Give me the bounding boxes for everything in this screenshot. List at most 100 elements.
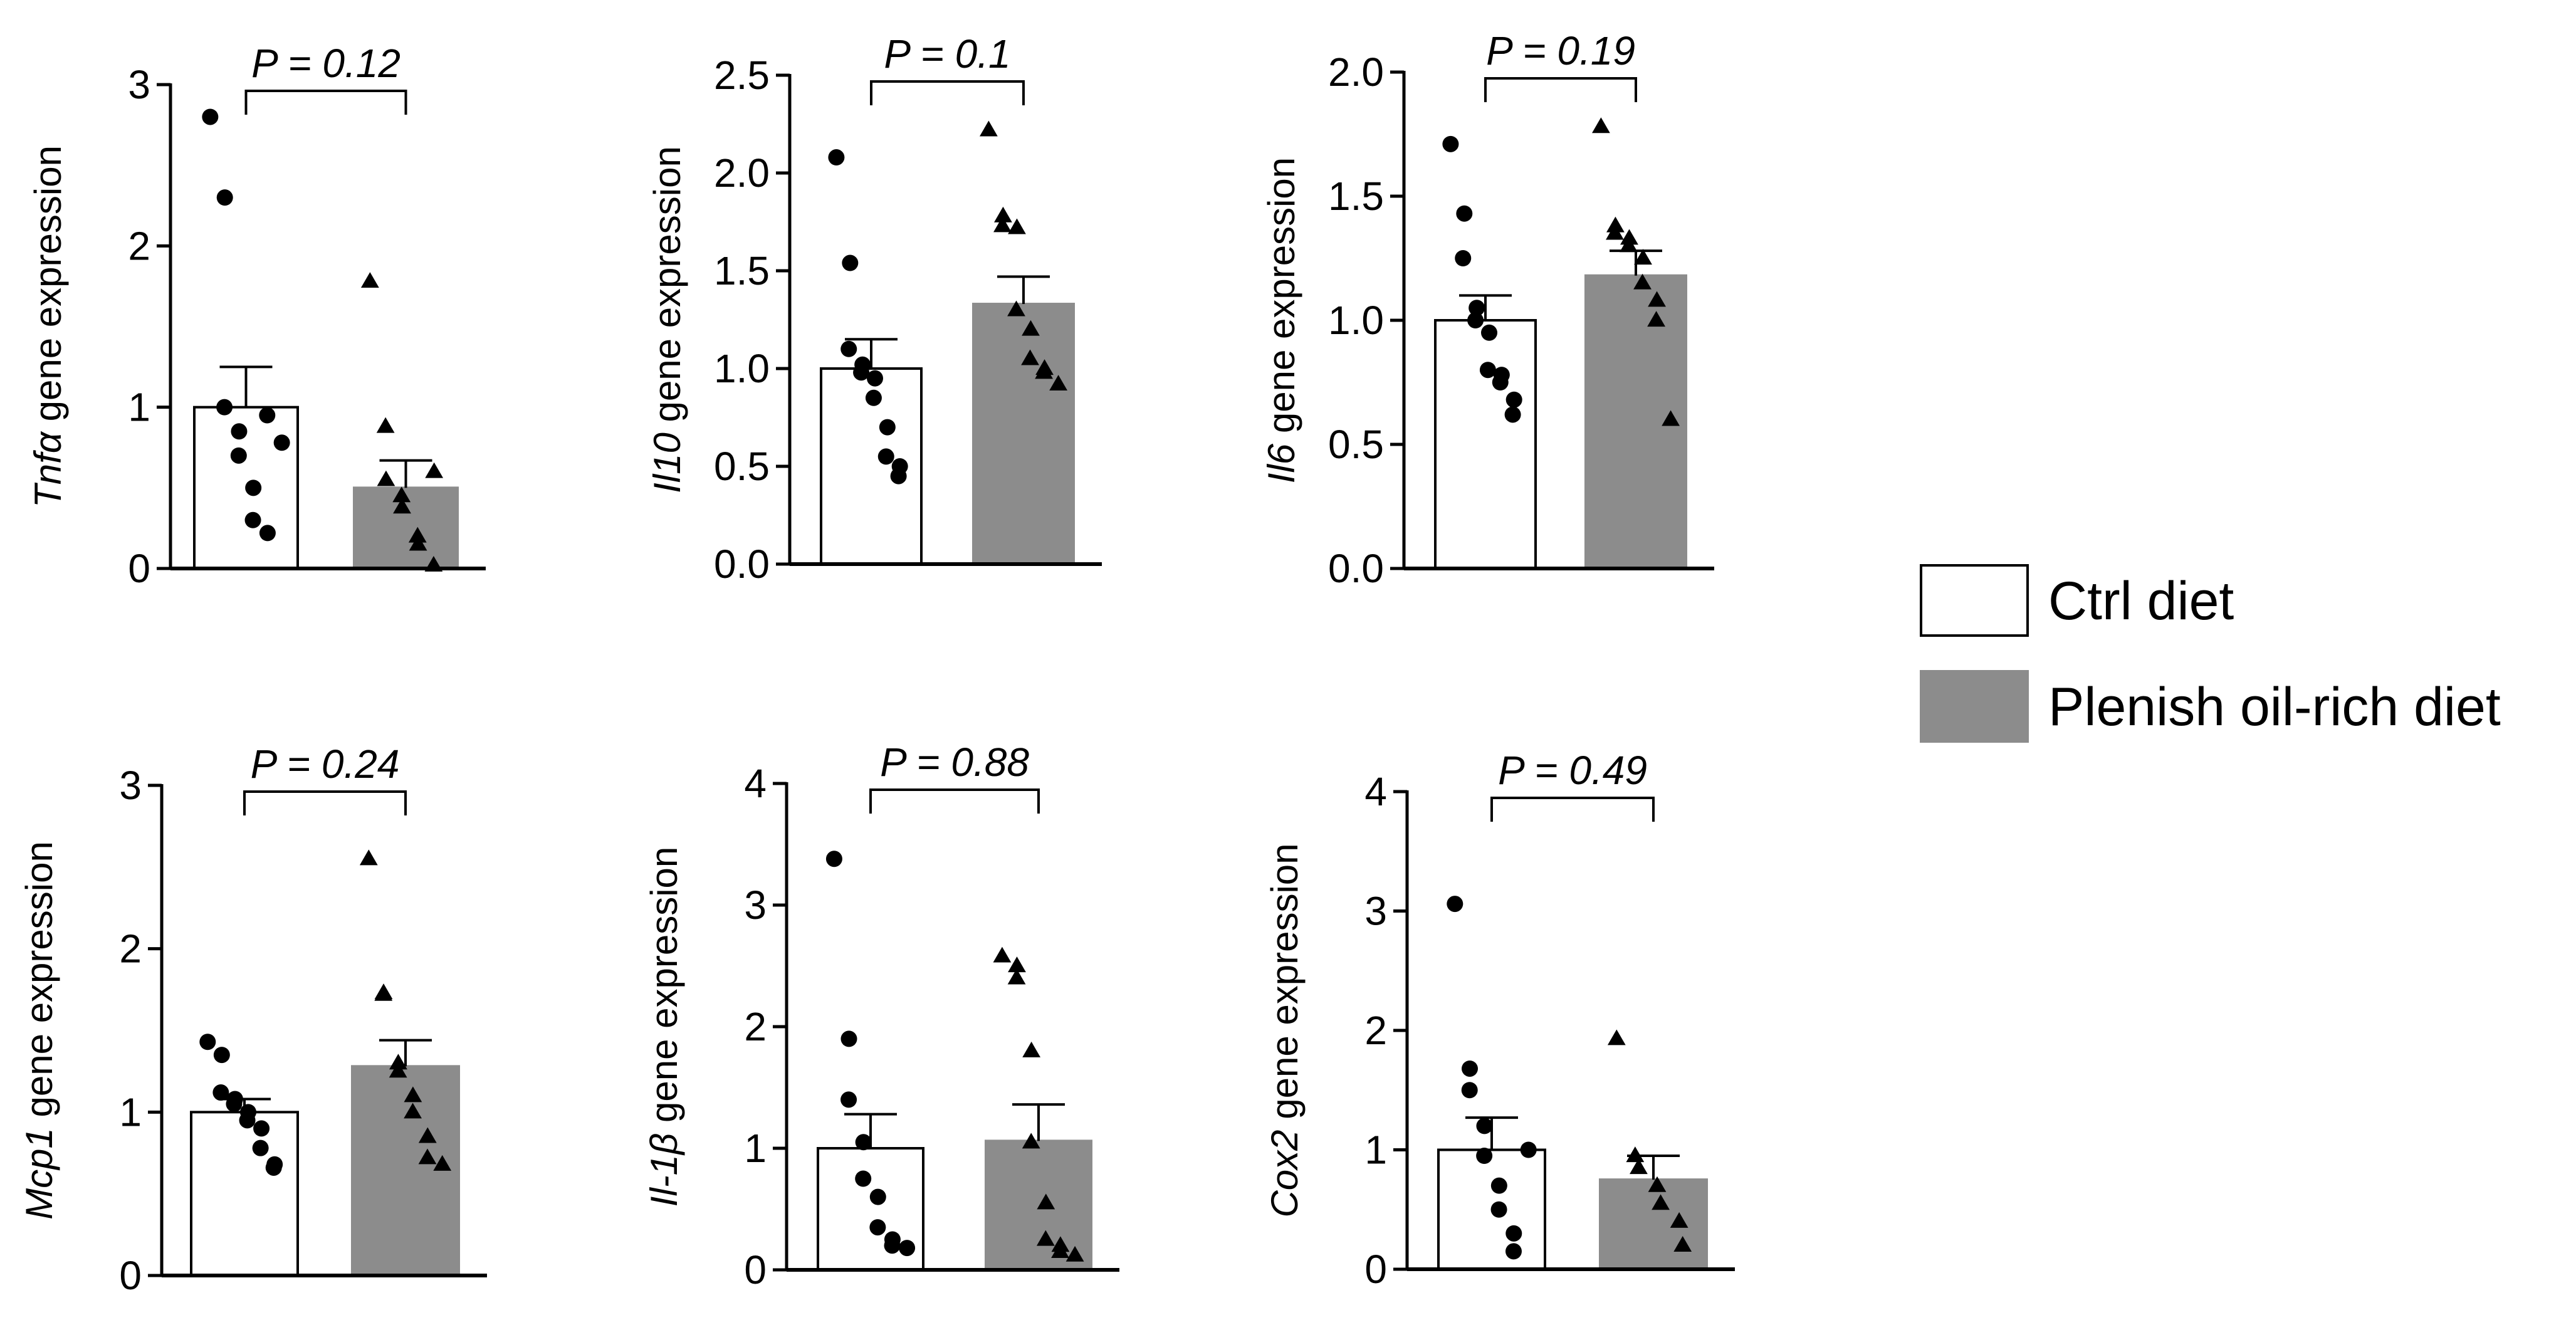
y-tick-label: 2.5 [714, 53, 770, 98]
y-tick-label: 0 [128, 546, 150, 591]
data-point-triangle [1620, 236, 1638, 253]
chart-panel-4: 0 1 2 3 P = 0.24 Mcp1 gene expression [18, 741, 487, 1298]
p-value-label: P = 0.12 [251, 41, 401, 86]
y-tick-label: 2.0 [714, 150, 770, 196]
y-axis-label: Mcp1 gene expression [18, 841, 60, 1220]
data-point-circle [855, 1134, 872, 1151]
y-tick-label: 3 [128, 62, 150, 107]
data-point-triangle [1008, 956, 1026, 973]
data-point-triangle [392, 486, 411, 503]
data-point-triangle [409, 535, 427, 551]
data-point-circle [840, 1091, 857, 1108]
y-tick-label: 0.0 [714, 542, 770, 587]
y-axis-label-gene: Tnfα [27, 431, 69, 508]
y-tick-label: 2 [744, 1004, 767, 1049]
data-point-circle [226, 1096, 243, 1113]
data-point-circle [877, 448, 894, 465]
y-axis-label-suffix: gene expression [18, 841, 60, 1128]
y-axis-label: Tnfα gene expression [27, 145, 69, 508]
data-point-triangle [1633, 273, 1652, 290]
bar-plenish [972, 303, 1075, 565]
y-axis-label: Il10 gene expression [646, 146, 688, 493]
y-axis-label-gene: Cox2 [1264, 1129, 1306, 1217]
significance-bracket [243, 790, 407, 815]
bar-plenish [1599, 1178, 1708, 1270]
data-point-triangle [1065, 1245, 1084, 1262]
y-axis-label-suffix: gene expression [646, 146, 688, 432]
data-point-triangle [1648, 291, 1666, 307]
data-point-circle [1455, 250, 1472, 266]
y-tick-label: 0.5 [714, 444, 770, 489]
y-tick-label: 2 [128, 223, 150, 268]
legend-ctrl-swatch [1920, 564, 2029, 637]
y-axis-label: Il-1β gene expression [643, 847, 685, 1207]
y-axis-label-suffix: gene expression [27, 145, 69, 432]
data-point-circle [890, 468, 907, 485]
data-point-triangle [1051, 1242, 1069, 1258]
y-tick-label: 2 [1364, 1008, 1387, 1053]
y-tick-label: 2.0 [1328, 50, 1384, 95]
data-point-circle [1481, 324, 1497, 341]
data-point-triangle [1007, 968, 1026, 985]
data-point-circle [230, 447, 247, 464]
y-tick-label: 0 [119, 1253, 142, 1298]
data-point-triangle [418, 1148, 437, 1165]
data-point-triangle [1022, 1041, 1041, 1057]
y-tick-label: 3 [744, 883, 767, 928]
data-point-circle [231, 423, 248, 440]
data-point-circle [1520, 1141, 1537, 1158]
data-point-circle [840, 340, 857, 357]
data-point-circle [879, 419, 896, 436]
data-point-triangle [389, 1054, 407, 1070]
data-point-circle [1490, 1177, 1507, 1194]
y-tick-label: 0 [1364, 1247, 1387, 1292]
data-point-triangle [1606, 224, 1624, 240]
chart-panel-1: 0 1 2 3 P = 0.12 Tnfα gene expression [27, 41, 486, 591]
y-tick-label: 0.5 [1328, 422, 1384, 467]
data-point-triangle [1607, 1029, 1626, 1045]
data-point-circle [1467, 312, 1484, 328]
data-point-triangle [433, 1155, 452, 1171]
data-point-circle [216, 189, 233, 206]
y-axis-label-gene: Mcp1 [18, 1128, 60, 1220]
data-point-triangle [360, 272, 379, 288]
data-point-circle [1447, 896, 1463, 913]
data-point-triangle [1021, 349, 1039, 365]
y-tick-label: 1.0 [714, 346, 770, 391]
data-point-circle [216, 399, 233, 416]
data-point-circle [239, 1112, 256, 1129]
data-point-triangle [377, 470, 395, 486]
data-point-circle [1442, 135, 1459, 152]
data-point-circle [1479, 362, 1496, 379]
data-point-circle [245, 479, 262, 496]
data-point-circle [869, 1188, 886, 1205]
data-point-triangle [1647, 311, 1665, 327]
data-point-circle [899, 1240, 916, 1257]
data-point-circle [259, 525, 276, 542]
significance-bracket [1490, 797, 1655, 822]
legend-ctrl-label: Ctrl diet [2048, 571, 2234, 631]
data-point-circle [202, 108, 219, 125]
data-point-circle [1476, 1148, 1493, 1165]
significance-bracket [869, 788, 1040, 814]
data-point-circle [265, 1159, 282, 1176]
data-point-triangle [1037, 1193, 1055, 1210]
data-point-circle [865, 389, 882, 406]
data-point-circle [1505, 1243, 1522, 1260]
p-value-label: P = 0.24 [251, 741, 400, 787]
data-point-circle [842, 254, 859, 271]
data-point-circle [1504, 406, 1521, 423]
data-point-triangle [1652, 1194, 1670, 1210]
y-axis-label: Il6 gene expression [1260, 157, 1302, 483]
data-point-circle [259, 407, 276, 424]
data-point-triangle [376, 417, 395, 433]
p-value-label: P = 0.19 [1486, 28, 1635, 73]
y-axis-label-suffix: gene expression [643, 847, 685, 1133]
chart-panel-6: 0 1 2 3 4 P = 0.49 Cox2 gene expression [1264, 748, 1735, 1292]
data-point-circle [1505, 1225, 1522, 1242]
bar-ctrl [190, 1111, 299, 1277]
y-tick-label: 1 [128, 385, 150, 430]
bar-ctrl [1434, 319, 1537, 570]
data-point-triangle [1022, 320, 1040, 336]
y-tick-label: 2 [119, 926, 142, 972]
